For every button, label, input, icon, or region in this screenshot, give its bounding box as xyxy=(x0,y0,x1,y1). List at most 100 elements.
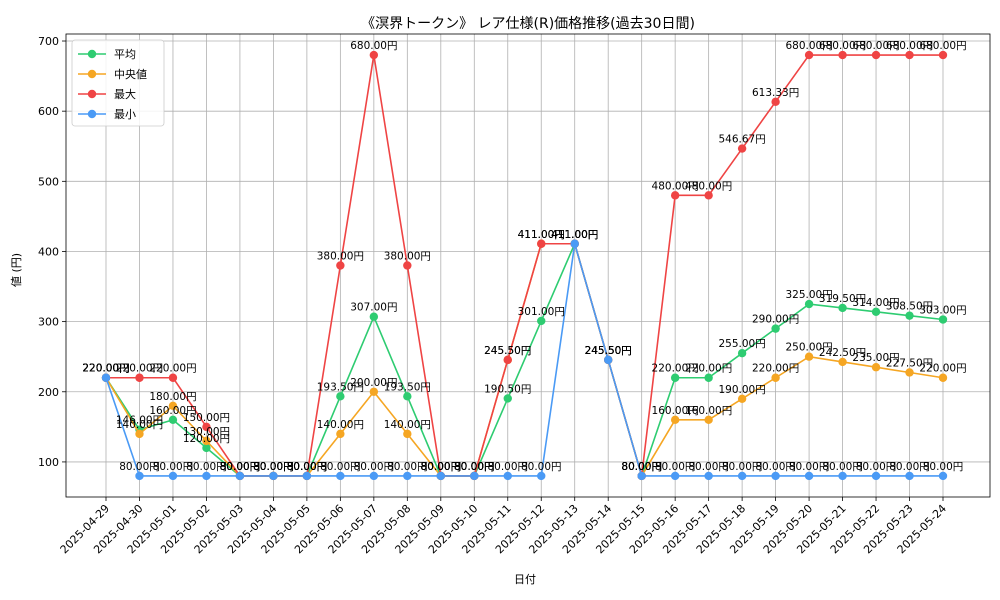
data-label: 80.00円 xyxy=(923,461,964,473)
data-point xyxy=(537,471,546,481)
data-point xyxy=(704,373,713,382)
y-tick-label: 500 xyxy=(38,175,59,188)
data-label: 80.00円 xyxy=(253,461,294,473)
data-point xyxy=(905,368,914,377)
data-label: 290.00円 xyxy=(752,314,799,326)
data-label: 150.00円 xyxy=(183,412,230,424)
data-label: 160.00円 xyxy=(685,405,732,417)
data-point xyxy=(670,471,680,481)
data-point xyxy=(905,311,914,320)
data-label: 80.00円 xyxy=(354,461,395,473)
data-point xyxy=(503,471,512,481)
data-label: 680.00円 xyxy=(785,40,832,52)
data-label: 80.00円 xyxy=(253,461,294,473)
data-label: 680.00円 xyxy=(819,40,866,52)
data-point xyxy=(369,50,379,60)
data-label: 80.00円 xyxy=(688,461,729,473)
data-label: 411.00円 xyxy=(551,229,598,241)
legend-label: 最大 xyxy=(114,87,136,101)
data-point xyxy=(737,394,747,403)
data-label: 80.00円 xyxy=(421,461,462,473)
data-point xyxy=(202,443,211,453)
data-point xyxy=(570,239,579,248)
data-label: 140.00円 xyxy=(317,419,364,431)
data-point xyxy=(101,373,111,382)
data-label: 480.00円 xyxy=(685,180,732,192)
data-point xyxy=(135,373,144,382)
data-label: 680.00円 xyxy=(919,40,966,52)
legend-label: 中央値 xyxy=(114,68,147,81)
data-label: 220.00円 xyxy=(82,363,129,375)
data-point xyxy=(637,471,646,481)
data-point xyxy=(336,471,345,481)
data-label: 680.00円 xyxy=(886,40,933,52)
data-label: 190.00円 xyxy=(718,384,765,396)
data-label: 80.00円 xyxy=(789,461,830,473)
legend-marker xyxy=(87,89,97,99)
data-label: 680.00円 xyxy=(350,40,397,52)
data-point xyxy=(871,363,881,372)
data-label: 80.00円 xyxy=(287,461,328,473)
y-tick-label: 600 xyxy=(38,105,59,118)
series-group xyxy=(101,50,948,481)
data-point xyxy=(269,471,278,481)
data-point xyxy=(336,392,345,401)
y-tick-label: 700 xyxy=(38,35,59,48)
data-label: 80.00円 xyxy=(287,461,328,473)
data-label: 245.50円 xyxy=(484,345,531,357)
data-label: 80.00円 xyxy=(822,461,863,473)
data-point xyxy=(202,422,211,432)
data-label: 307.00円 xyxy=(350,302,397,314)
data-label: 80.00円 xyxy=(253,461,294,473)
data-point xyxy=(503,355,512,365)
data-point xyxy=(804,50,814,60)
data-label: 80.00円 xyxy=(655,461,696,473)
data-label: 80.00円 xyxy=(387,461,428,473)
data-label: 80.00円 xyxy=(421,461,462,473)
data-label: 80.00円 xyxy=(621,461,662,473)
data-point xyxy=(235,471,245,481)
data-label: 80.00円 xyxy=(621,461,662,473)
data-label: 80.00円 xyxy=(487,461,528,473)
data-point xyxy=(202,471,211,481)
data-point xyxy=(737,471,747,481)
data-point xyxy=(704,471,713,481)
data-label: 80.00円 xyxy=(621,461,662,473)
legend-box xyxy=(71,39,165,127)
grid xyxy=(66,34,990,497)
data-point xyxy=(871,307,881,316)
data-label: 308.50円 xyxy=(886,301,933,313)
data-label: 80.00円 xyxy=(119,461,160,473)
plot-frame xyxy=(65,33,991,498)
data-label: 227.50円 xyxy=(886,357,933,369)
data-label: 411.00円 xyxy=(518,229,565,241)
data-label: 220.00円 xyxy=(116,363,163,375)
data-label: 80.00円 xyxy=(220,461,261,473)
data-point xyxy=(704,415,713,425)
data-label: 220.00円 xyxy=(82,363,129,375)
data-label: 380.00円 xyxy=(384,251,431,263)
y-tick-label: 100 xyxy=(38,456,59,469)
data-point xyxy=(168,471,178,481)
data-label: 146.00円 xyxy=(116,415,163,427)
y-axis-label: 値 (円) xyxy=(10,253,23,287)
data-point xyxy=(369,387,379,396)
data-label: 245.50円 xyxy=(585,345,632,357)
data-label: 190.50円 xyxy=(484,383,531,395)
data-point xyxy=(804,352,814,361)
data-point xyxy=(537,239,546,248)
data-label: 235.00円 xyxy=(852,352,899,364)
data-point xyxy=(403,261,412,270)
data-point xyxy=(369,312,379,321)
data-label: 80.00円 xyxy=(454,461,495,473)
data-label: 80.00円 xyxy=(722,461,763,473)
data-point xyxy=(202,436,211,446)
data-label: 480.00円 xyxy=(652,180,699,192)
data-label: 319.50円 xyxy=(819,293,866,305)
data-label: 80.00円 xyxy=(856,461,897,473)
data-label: 180.00円 xyxy=(149,391,196,403)
data-label: 140.00円 xyxy=(116,419,163,431)
series-line xyxy=(106,54,943,477)
data-label: 193.50円 xyxy=(384,381,431,393)
x-axis: 2025-04-292025-04-302025-05-012025-05-02… xyxy=(58,497,949,556)
